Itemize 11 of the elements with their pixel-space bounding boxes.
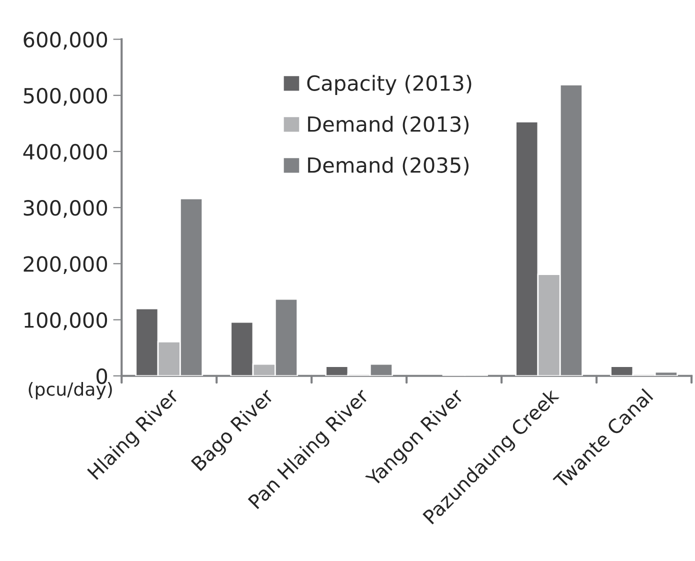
y-axis-title: (pcu/day) — [28, 382, 112, 400]
legend-label: Demand (2013) — [308, 116, 469, 134]
legend-label: Capacity (2013) — [307, 74, 472, 96]
y-tick-label: 0 — [96, 368, 108, 384]
y-tick-label: 500,000 — [24, 88, 108, 106]
y-tick-label: 200,000 — [24, 256, 108, 274]
y-tick-label: 600,000 — [24, 32, 108, 50]
legend-label: Demand (2035) — [308, 156, 469, 176]
y-tick-label: 300,000 — [24, 200, 108, 218]
y-tick-label: 400,000 — [23, 144, 108, 162]
y-tick-label: 100,000 — [24, 312, 108, 330]
